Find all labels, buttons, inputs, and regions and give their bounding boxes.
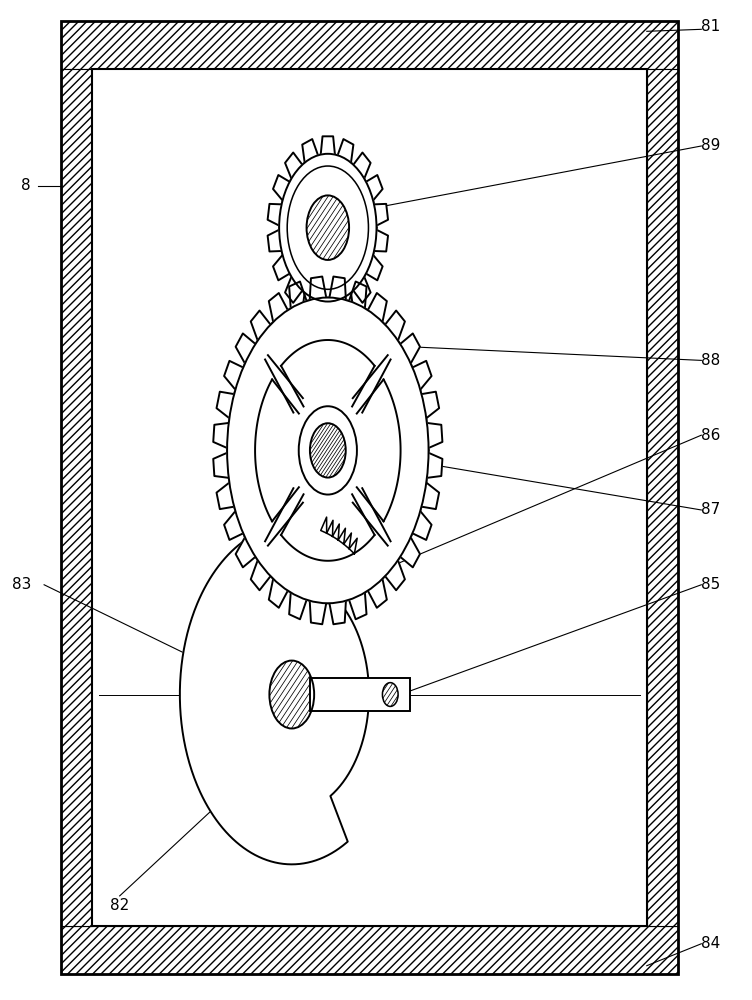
- Polygon shape: [321, 517, 326, 533]
- Bar: [61, 69, 92, 926]
- Text: 88: 88: [702, 353, 720, 368]
- Circle shape: [310, 423, 346, 478]
- Bar: [647, 69, 678, 926]
- Bar: [61, 21, 678, 69]
- Polygon shape: [214, 277, 442, 624]
- Bar: [61, 926, 678, 974]
- Polygon shape: [180, 525, 369, 864]
- Polygon shape: [326, 520, 333, 536]
- Text: 89: 89: [702, 138, 720, 153]
- Text: 86: 86: [702, 428, 720, 443]
- Text: 84: 84: [702, 936, 720, 951]
- Polygon shape: [349, 538, 357, 554]
- Bar: [92, 69, 647, 926]
- Text: 87: 87: [702, 502, 720, 517]
- Text: 82: 82: [110, 898, 129, 913]
- Circle shape: [279, 154, 377, 302]
- Polygon shape: [268, 136, 388, 319]
- Circle shape: [299, 406, 357, 495]
- Text: 83: 83: [11, 577, 31, 592]
- Text: 8: 8: [21, 178, 31, 193]
- Bar: [310, 678, 411, 711]
- Circle shape: [307, 195, 349, 260]
- Polygon shape: [332, 524, 339, 540]
- Bar: [61, 21, 678, 974]
- Polygon shape: [344, 533, 351, 549]
- Text: 81: 81: [702, 19, 720, 34]
- Text: 85: 85: [702, 577, 720, 592]
- Circle shape: [269, 661, 314, 728]
- Polygon shape: [338, 528, 345, 544]
- Circle shape: [383, 683, 398, 706]
- Circle shape: [227, 298, 429, 603]
